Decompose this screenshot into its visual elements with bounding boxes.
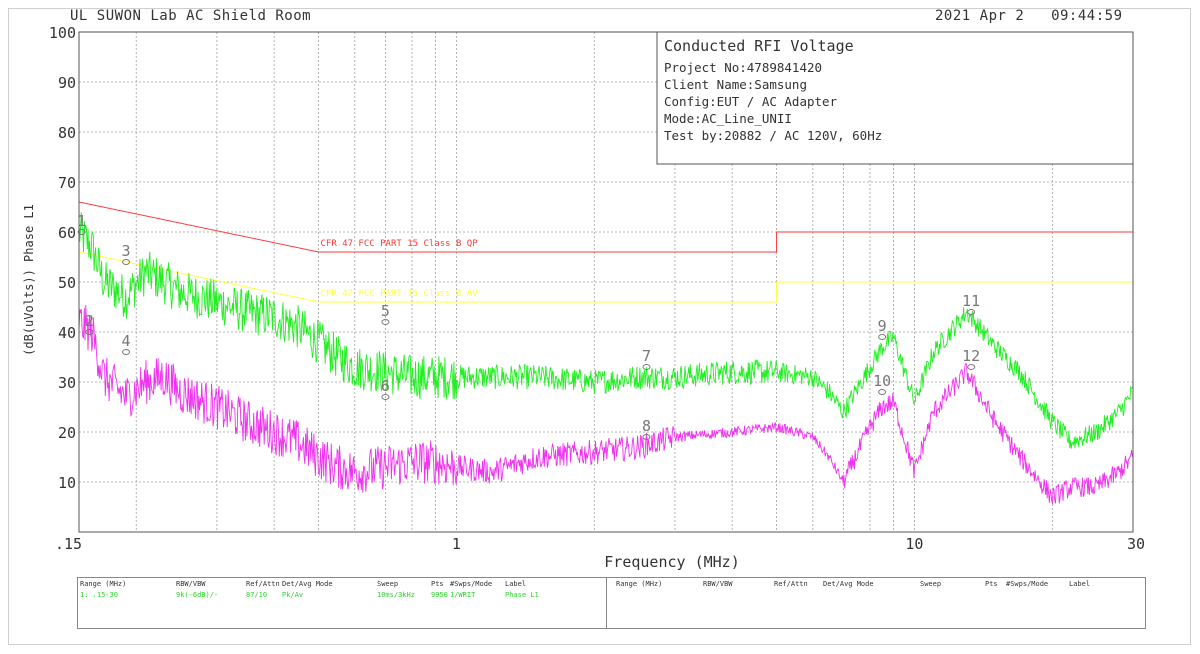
page-border bbox=[8, 8, 1191, 645]
marker-point bbox=[878, 334, 887, 340]
marker-point bbox=[77, 229, 86, 235]
marker-point bbox=[122, 349, 131, 355]
y-tick-label: 20 bbox=[58, 424, 76, 442]
average-trace bbox=[78, 304, 1134, 505]
plot-frame bbox=[78, 31, 1134, 533]
val-rbw-left: 9k(-6dB)/- bbox=[176, 591, 219, 599]
marker-point bbox=[967, 364, 976, 370]
hdr-swps-left: #Swps/Mode bbox=[450, 580, 493, 588]
info-project: Project No:4789841420 bbox=[664, 60, 822, 75]
hdr-range-left: Range (MHz) bbox=[80, 580, 127, 588]
y-tick-label: 100 bbox=[49, 24, 76, 42]
y-tick-label: 30 bbox=[58, 374, 76, 392]
info-mode: Mode:AC_Line_UNII bbox=[664, 111, 792, 126]
hdr-rbw-right: RBW/VBW bbox=[703, 580, 733, 588]
traces bbox=[78, 212, 1134, 505]
marker-label: 10 bbox=[873, 372, 891, 390]
limit-line bbox=[78, 251, 1133, 303]
val-refattn-left: 87/10 bbox=[246, 591, 268, 599]
y-tick-label: 80 bbox=[58, 124, 76, 142]
hdr-refattn-right: Ref/Attn bbox=[774, 580, 808, 588]
date-time: 2021 Apr 2 09:44:59 bbox=[935, 8, 1123, 24]
peak-trace bbox=[78, 212, 1134, 449]
y-tick-label: 60 bbox=[58, 224, 76, 242]
marker-point bbox=[381, 319, 390, 325]
info-box-frame bbox=[656, 31, 1134, 165]
val-swps-left: 1/WRIT bbox=[450, 591, 476, 599]
x-tick-label: 10 bbox=[905, 535, 923, 553]
marker-label: 1 bbox=[77, 212, 86, 230]
limit-label: CFR 47 FCC PART 15 Class B QP bbox=[321, 239, 479, 249]
marker-label: 3 bbox=[122, 242, 131, 260]
x-tick-label: 1 bbox=[452, 535, 461, 553]
marker-label: 8 bbox=[642, 417, 651, 435]
y-tick-label: 90 bbox=[58, 74, 76, 92]
x-tick-labels: .15 1 10 30 bbox=[55, 535, 1145, 553]
marker-point bbox=[642, 364, 651, 370]
marker-point bbox=[878, 389, 887, 395]
marker-label: 5 bbox=[381, 302, 390, 320]
y-tick-label: 10 bbox=[58, 474, 76, 492]
marker-label: 6 bbox=[381, 377, 390, 395]
x-tick-label: 30 bbox=[1127, 535, 1145, 553]
val-detavg-left: Pk/Av bbox=[282, 591, 304, 599]
settings-table bbox=[77, 577, 1146, 629]
settings-table-divider bbox=[606, 577, 607, 629]
hdr-label-right: Label bbox=[1069, 580, 1091, 588]
marker-label: 4 bbox=[122, 332, 131, 350]
marker-label: 11 bbox=[962, 292, 980, 310]
marker-label: 9 bbox=[878, 317, 887, 335]
y-axis-label: (dB(uVolts)) Phase L1 bbox=[22, 204, 36, 356]
val-label-left: Phase L1 bbox=[505, 591, 539, 599]
x-tick-label: .15 bbox=[55, 535, 82, 553]
hdr-pts-left: Pts bbox=[431, 580, 444, 588]
hdr-refattn-left: Ref/Attn bbox=[246, 580, 280, 588]
marker-label: 7 bbox=[642, 347, 651, 365]
marker-label: 12 bbox=[962, 347, 980, 365]
y-tick-labels: 10 20 30 40 50 60 70 80 90 100 bbox=[49, 24, 76, 492]
val-range-left: 1: .15-30 bbox=[80, 591, 118, 599]
hdr-swps-right: #Swps/Mode bbox=[1006, 580, 1049, 588]
marker-label: 2 bbox=[85, 312, 94, 330]
hdr-rbw-left: RBW/VBW bbox=[176, 580, 206, 588]
y-tick-label: 70 bbox=[58, 174, 76, 192]
hdr-pts-right: Pts bbox=[985, 580, 998, 588]
info-config: Config:EUT / AC Adapter bbox=[664, 94, 838, 109]
info-box: Conducted RFI Voltage Project No:4789841… bbox=[656, 31, 1134, 165]
marker-point bbox=[967, 309, 976, 315]
limit-label: CFR 47 FCC PART 15 Class B AV bbox=[321, 289, 479, 299]
marker-point bbox=[642, 434, 651, 440]
hdr-range-right: Range (MHz) bbox=[616, 580, 663, 588]
x-axis-label: Frequency (MHz) bbox=[604, 553, 739, 571]
val-pts-left: 9950 bbox=[431, 591, 448, 599]
hdr-detavg-right: Det/Avg Mode bbox=[823, 580, 874, 588]
hdr-sweep-left: Sweep bbox=[377, 580, 399, 588]
y-tick-label: 50 bbox=[58, 274, 76, 292]
lab-title: UL SUWON Lab AC Shield Room bbox=[70, 8, 312, 24]
limit-line bbox=[78, 201, 1133, 253]
hdr-label-left: Label bbox=[505, 580, 527, 588]
info-tester: Test by:20882 / AC 120V, 60Hz bbox=[664, 128, 882, 143]
hdr-detavg-left: Det/Avg Mode bbox=[282, 580, 333, 588]
val-sweep-left: 10ms/3kHz bbox=[377, 591, 415, 599]
marker-point bbox=[381, 394, 390, 400]
info-heading: Conducted RFI Voltage bbox=[664, 37, 854, 55]
y-tick-label: 40 bbox=[58, 324, 76, 342]
hdr-sweep-right: Sweep bbox=[920, 580, 942, 588]
info-client: Client Name:Samsung bbox=[664, 77, 807, 92]
limit-lines: CFR 47 FCC PART 15 Class B QP CFR 47 FCC … bbox=[78, 201, 1133, 303]
marker-point bbox=[85, 329, 94, 335]
marker-point bbox=[122, 259, 131, 265]
